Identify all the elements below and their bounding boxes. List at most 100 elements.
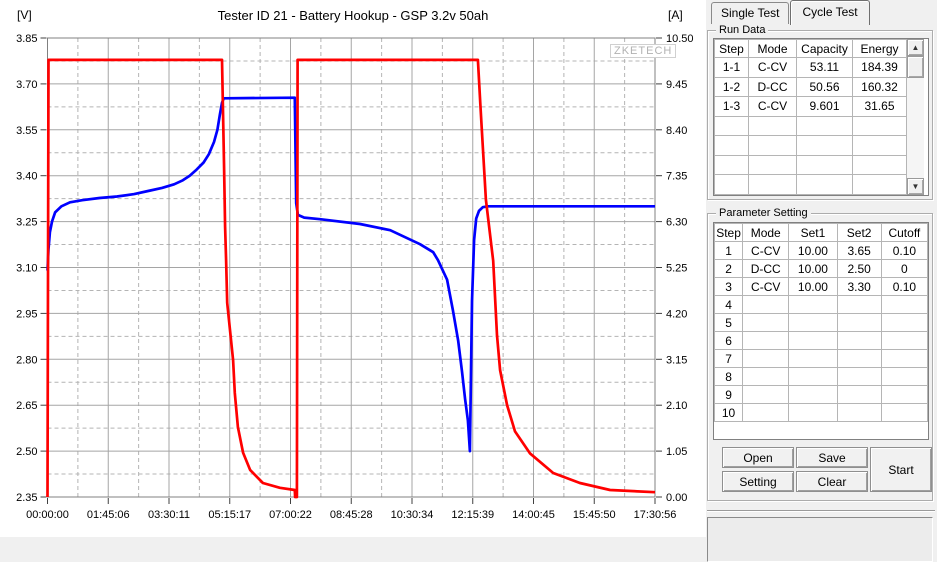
x-tick-label: 12:15:39 (451, 509, 494, 521)
x-tick-label: 17:30:56 (634, 509, 677, 521)
right-tick-label: 1.05 (666, 446, 687, 458)
cell[interactable] (880, 349, 929, 368)
cell[interactable] (836, 349, 882, 368)
right-tick-label: 10.50 (666, 33, 694, 45)
start-button[interactable]: Start (870, 447, 932, 492)
table-row: 1-2 D-CC 50.56 160.32 (714, 76, 907, 98)
cell[interactable]: 3.30 (836, 277, 882, 296)
column-header: Mode (748, 39, 797, 58)
test-mode-tabs: Single Test Cycle Test (711, 0, 937, 25)
cell (796, 115, 853, 137)
cell (748, 135, 797, 156)
right-tick-label: 4.20 (666, 308, 687, 320)
cell[interactable]: 0.10 (880, 277, 929, 296)
left-tick-label: 3.40 (16, 171, 37, 183)
cell[interactable] (788, 295, 838, 314)
cell[interactable] (836, 331, 882, 350)
cell[interactable] (836, 403, 882, 422)
cell (852, 135, 907, 156)
cell[interactable] (836, 313, 882, 332)
cell[interactable] (880, 367, 929, 386)
x-tick-label: 08:45:28 (330, 509, 373, 521)
scroll-up-button[interactable]: ▲ (907, 39, 924, 56)
column-header: Cutoff (880, 223, 929, 242)
right-tick-label: 2.10 (666, 400, 687, 412)
run-data-scrollbar[interactable]: ▲ ▼ (907, 39, 924, 195)
cell[interactable] (880, 403, 929, 422)
x-tick-label: 15:45:50 (573, 509, 616, 521)
tab-cycle-test[interactable]: Cycle Test (790, 0, 870, 25)
cell[interactable]: 3 (713, 277, 744, 296)
cell[interactable] (880, 313, 929, 332)
cell[interactable] (836, 295, 882, 314)
column-header: Energy (852, 39, 907, 58)
setting-button[interactable]: Setting (722, 471, 794, 492)
cell[interactable]: 4 (713, 295, 744, 314)
cell[interactable] (880, 385, 929, 404)
cell[interactable]: D-CC (742, 259, 790, 278)
cell[interactable]: C-CV (742, 277, 790, 296)
parameter-setting-table: Step Mode Set1 Set2 Cutoff 1 C-CV 10.00 3.65 0.1… (713, 223, 929, 422)
left-tick-label: 3.25 (16, 217, 37, 229)
cell[interactable]: 10.00 (788, 259, 838, 278)
cell[interactable] (788, 385, 838, 404)
cell[interactable] (788, 313, 838, 332)
cell[interactable] (742, 295, 790, 314)
cell[interactable] (788, 349, 838, 368)
cell[interactable]: 9 (713, 385, 744, 404)
tab-single-test[interactable]: Single Test (711, 2, 790, 24)
cell: 50.56 (796, 76, 853, 98)
right-tick-label: 3.15 (666, 354, 687, 366)
cell[interactable]: 6 (713, 331, 744, 350)
left-tick-label: 2.35 (16, 492, 37, 504)
column-header: Capacity (796, 39, 853, 58)
cell[interactable] (742, 331, 790, 350)
cell (852, 115, 907, 137)
cell[interactable]: 5 (713, 313, 744, 332)
x-tick-label: 01:45:06 (87, 509, 130, 521)
cell[interactable] (742, 367, 790, 386)
right-tick-label: 6.30 (666, 217, 687, 229)
cell[interactable]: 0.10 (880, 241, 929, 260)
table-row: 7 (713, 349, 929, 368)
cell[interactable]: 2 (713, 259, 744, 278)
save-button[interactable]: Save (796, 447, 868, 468)
cell[interactable]: 0 (880, 259, 929, 278)
cell: 184.39 (852, 57, 907, 78)
cell[interactable]: 10.00 (788, 241, 838, 260)
right-tick-label: 9.45 (666, 79, 687, 91)
right-tick-label: 5.25 (666, 263, 687, 275)
table-row: 10 (713, 403, 929, 422)
scroll-thumb[interactable] (907, 56, 924, 78)
right-tick-label: 7.35 (666, 171, 687, 183)
cell[interactable] (742, 349, 790, 368)
right-tick-label: 8.40 (666, 125, 687, 137)
cell[interactable] (836, 385, 882, 404)
current-curve (46, 58, 656, 499)
cell[interactable]: 2.50 (836, 259, 882, 278)
cell[interactable]: 8 (713, 367, 744, 386)
cell[interactable]: C-CV (742, 241, 790, 260)
clear-button[interactable]: Clear (796, 471, 868, 492)
cell[interactable] (836, 367, 882, 386)
cell[interactable]: 3.65 (836, 241, 882, 260)
cell (796, 135, 853, 156)
cell[interactable] (788, 367, 838, 386)
cell[interactable]: 10.00 (788, 277, 838, 296)
scroll-track[interactable] (907, 78, 924, 178)
cell[interactable] (788, 403, 838, 422)
cell[interactable] (742, 403, 790, 422)
left-tick-label: 2.95 (16, 308, 37, 320)
left-tick-label: 3.70 (16, 79, 37, 91)
cell[interactable] (880, 331, 929, 350)
cell[interactable]: 1 (713, 241, 744, 260)
cell[interactable]: 7 (713, 349, 744, 368)
cell[interactable] (742, 313, 790, 332)
cell[interactable] (880, 295, 929, 314)
cell[interactable]: 10 (713, 403, 744, 422)
cell[interactable] (742, 385, 790, 404)
run-data-groupbox: Run Data Step Mode Capacity Energy 1-1 C-CV 5… (707, 24, 933, 200)
scroll-down-button[interactable]: ▼ (907, 178, 924, 195)
open-button[interactable]: Open (722, 447, 794, 468)
cell[interactable] (788, 331, 838, 350)
